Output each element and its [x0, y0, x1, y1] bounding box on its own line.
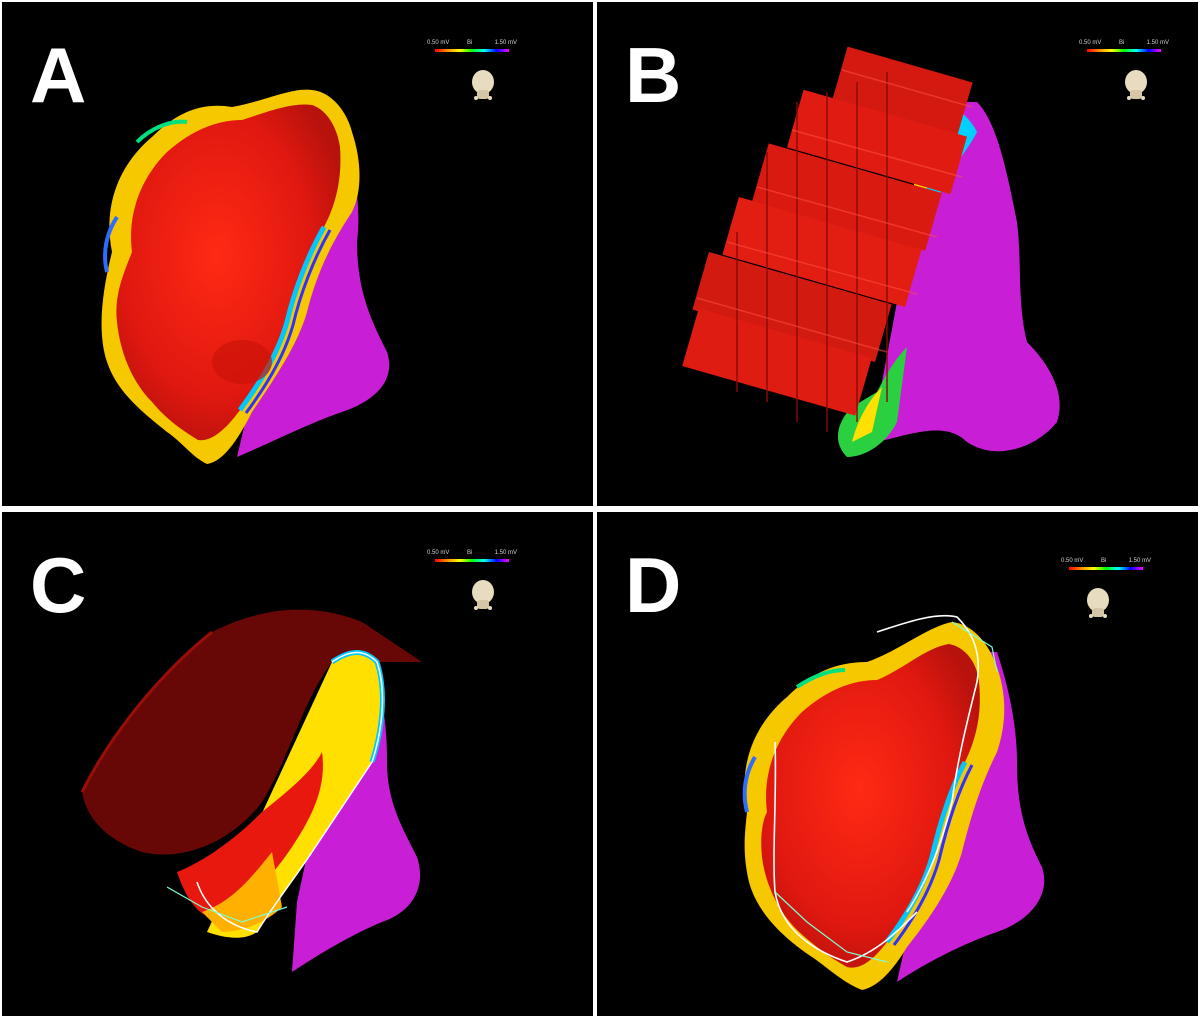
colorbar-max-label: 1.50 mV — [1146, 40, 1169, 46]
colorbar-min-label: 0.50 mV — [1079, 40, 1102, 46]
colorbar-legend-d: 0.50 mV Bi 1.50 mV — [1061, 558, 1151, 578]
voltage-map-c — [80, 609, 422, 972]
colorbar-ramp — [435, 49, 509, 52]
panel-label-a: A — [30, 31, 87, 119]
colorbar-ramp — [1087, 49, 1161, 52]
colorbar-legend-b: 0.50 mV Bi 1.50 mV — [1079, 40, 1169, 60]
colorbar-min-label: 0.50 mV — [427, 40, 450, 46]
torso-orientation-icon — [472, 70, 494, 100]
panel-c: C 0.50 mV Bi 1.50 mV — [2, 512, 593, 1016]
panel-b: B 0.50 mV Bi 1.50 mV — [597, 2, 1198, 506]
voltage-map-b — [682, 46, 1060, 457]
torso-orientation-icon — [1125, 70, 1147, 100]
colorbar-max-label: 1.50 mV — [494, 550, 517, 556]
colorbar-ramp — [435, 559, 509, 562]
scar-block-stack — [682, 46, 973, 432]
colorbar-mode-label: Bi — [467, 550, 473, 556]
panel-a: A 0.50 mV Bi 1.50 mV — [2, 2, 593, 506]
panel-d: D 0.50 mV Bi 1.50 mV — [597, 512, 1198, 1016]
panel-label-c: C — [30, 541, 87, 629]
torso-orientation-icon — [1087, 588, 1109, 618]
colorbar-mode-label: Bi — [1119, 40, 1125, 46]
colorbar-min-label: 0.50 mV — [1061, 558, 1084, 564]
colorbar-legend-a: 0.50 mV Bi 1.50 mV — [427, 40, 517, 60]
colorbar-max-label: 1.50 mV — [1128, 558, 1151, 564]
voltage-map-d — [742, 614, 1045, 990]
torso-orientation-icon — [472, 580, 494, 610]
colorbar-mode-label: Bi — [1101, 558, 1107, 564]
panel-label-b: B — [625, 31, 682, 119]
colorbar-legend-c: 0.50 mV Bi 1.50 mV — [427, 550, 517, 570]
colorbar-mode-label: Bi — [467, 40, 473, 46]
panel-label-d: D — [625, 541, 682, 629]
colorbar-min-label: 0.50 mV — [427, 550, 450, 556]
colorbar-max-label: 1.50 mV — [494, 40, 517, 46]
voltage-map-a — [101, 89, 390, 464]
colorbar-ramp — [1069, 567, 1143, 570]
